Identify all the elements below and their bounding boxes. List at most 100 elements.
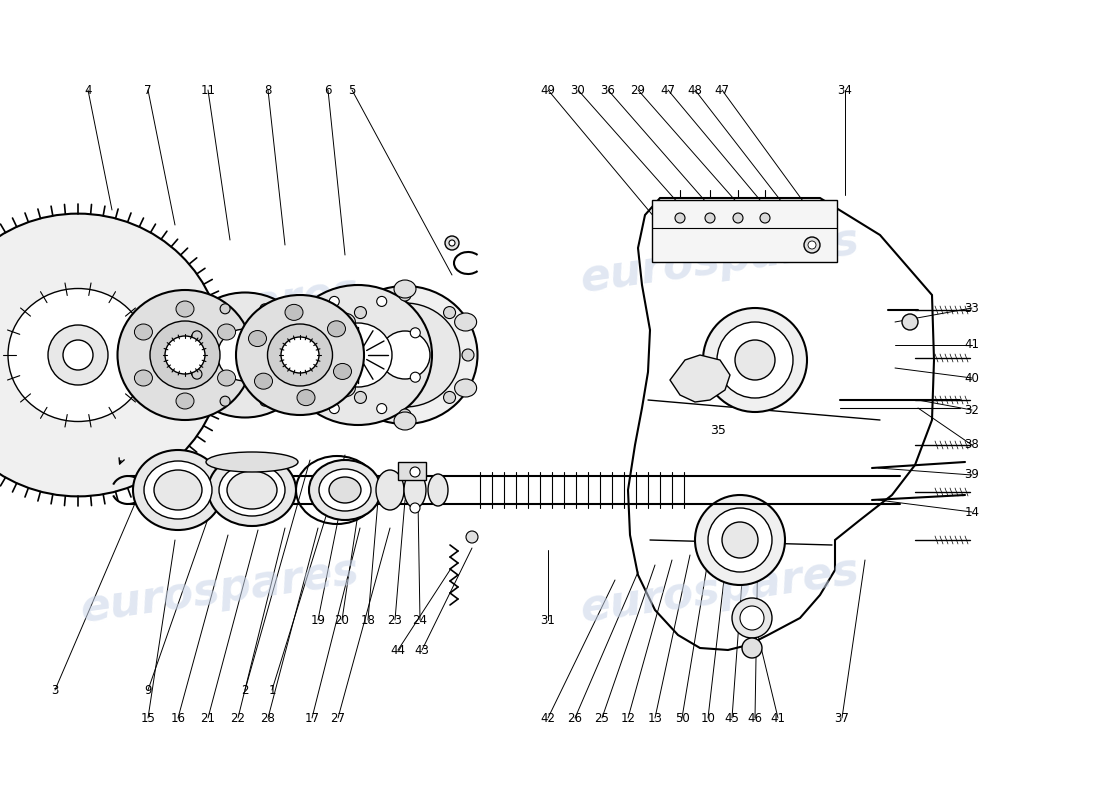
Circle shape (760, 213, 770, 223)
Circle shape (695, 495, 785, 585)
Text: 17: 17 (305, 711, 319, 725)
Circle shape (288, 369, 298, 379)
Ellipse shape (285, 304, 303, 320)
Circle shape (63, 340, 94, 370)
Circle shape (705, 213, 715, 223)
Bar (652, 200, 837, 262)
Ellipse shape (218, 324, 235, 340)
Text: 10: 10 (701, 711, 715, 725)
Text: 21: 21 (200, 711, 216, 725)
Ellipse shape (206, 452, 298, 472)
Circle shape (376, 403, 387, 414)
Ellipse shape (236, 295, 364, 415)
Text: eurospares: eurospares (578, 549, 862, 631)
Circle shape (410, 503, 420, 513)
Circle shape (733, 213, 742, 223)
Text: 1: 1 (268, 683, 276, 697)
Circle shape (296, 372, 306, 382)
Text: 2: 2 (241, 683, 249, 697)
Ellipse shape (0, 214, 223, 496)
Text: 13: 13 (648, 711, 662, 725)
Text: 4: 4 (85, 83, 91, 97)
Circle shape (449, 240, 455, 246)
Ellipse shape (179, 293, 311, 418)
Circle shape (192, 369, 202, 379)
Circle shape (260, 396, 270, 406)
Text: 25: 25 (595, 711, 609, 725)
Ellipse shape (454, 379, 476, 397)
Text: 41: 41 (770, 711, 785, 725)
Ellipse shape (280, 337, 319, 373)
Text: 24: 24 (412, 614, 428, 626)
Ellipse shape (144, 461, 212, 519)
Text: eurospares: eurospares (78, 549, 362, 631)
Text: 30: 30 (571, 83, 585, 97)
Ellipse shape (267, 324, 332, 386)
Circle shape (220, 304, 230, 314)
Circle shape (732, 598, 772, 638)
Text: 18: 18 (361, 614, 375, 626)
Text: 19: 19 (310, 614, 326, 626)
Circle shape (336, 349, 348, 361)
Text: eurospares: eurospares (78, 269, 362, 351)
Circle shape (902, 314, 918, 330)
Text: 34: 34 (837, 83, 852, 97)
Bar (398, 462, 426, 480)
Text: 28: 28 (261, 711, 275, 725)
Ellipse shape (218, 329, 273, 381)
Text: 38: 38 (965, 438, 979, 451)
Ellipse shape (219, 464, 285, 516)
Polygon shape (628, 198, 934, 650)
Ellipse shape (309, 460, 381, 520)
Ellipse shape (333, 313, 355, 331)
Ellipse shape (133, 450, 223, 530)
Circle shape (443, 306, 455, 318)
Text: 8: 8 (264, 83, 272, 97)
Ellipse shape (284, 285, 432, 425)
Text: 23: 23 (387, 614, 403, 626)
Text: 20: 20 (334, 614, 350, 626)
Text: 26: 26 (568, 711, 583, 725)
Circle shape (260, 304, 270, 314)
Text: 47: 47 (715, 83, 729, 97)
Ellipse shape (332, 286, 477, 424)
Ellipse shape (379, 331, 430, 379)
Circle shape (708, 508, 772, 572)
Ellipse shape (249, 330, 266, 346)
Circle shape (446, 236, 459, 250)
Text: 3: 3 (52, 683, 58, 697)
Ellipse shape (350, 303, 460, 407)
Circle shape (399, 289, 411, 301)
Text: 33: 33 (965, 302, 979, 314)
Circle shape (675, 213, 685, 223)
Ellipse shape (254, 373, 273, 389)
Text: 11: 11 (200, 83, 216, 97)
Ellipse shape (8, 289, 148, 422)
Circle shape (288, 331, 298, 341)
Text: 45: 45 (725, 711, 739, 725)
Circle shape (740, 606, 764, 630)
Text: 42: 42 (540, 711, 556, 725)
Text: 5: 5 (349, 83, 355, 97)
Text: 31: 31 (540, 614, 556, 626)
Text: 32: 32 (965, 403, 979, 417)
Text: 12: 12 (620, 711, 636, 725)
Ellipse shape (297, 390, 315, 406)
Ellipse shape (428, 474, 448, 506)
Circle shape (462, 349, 474, 361)
Circle shape (410, 467, 420, 477)
Ellipse shape (376, 470, 404, 510)
Ellipse shape (404, 472, 426, 508)
Circle shape (722, 522, 758, 558)
Text: 48: 48 (688, 83, 703, 97)
Text: 15: 15 (141, 711, 155, 725)
Text: 9: 9 (144, 683, 152, 697)
Text: 43: 43 (415, 643, 429, 657)
Ellipse shape (154, 470, 202, 510)
Circle shape (443, 391, 455, 403)
Circle shape (329, 403, 339, 414)
Polygon shape (670, 355, 730, 402)
Circle shape (48, 325, 108, 385)
Text: 40: 40 (965, 371, 979, 385)
Text: 29: 29 (630, 83, 646, 97)
